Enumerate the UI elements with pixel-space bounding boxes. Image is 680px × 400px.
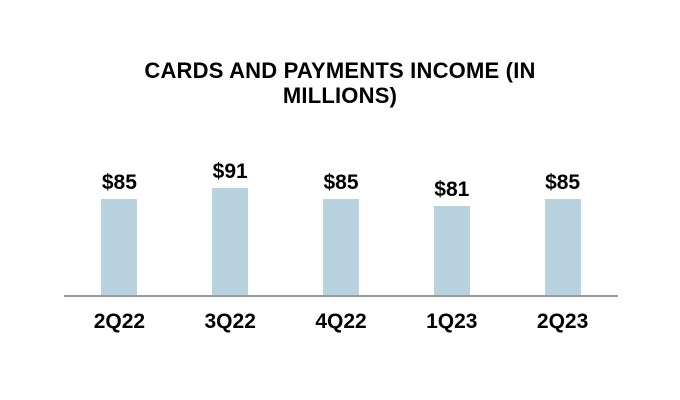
chart-title: CARDS AND PAYMENTS INCOME (IN MILLIONS): [144, 58, 536, 109]
category-label: 2Q22: [93, 310, 146, 333]
bar-value-label: $85: [101, 171, 137, 194]
bar-value-label: $85: [545, 171, 581, 194]
bar-value-label: $91: [212, 160, 248, 183]
bar-value-label: $85: [323, 171, 359, 194]
category-label: 3Q22: [204, 310, 256, 333]
bar-1Q23: [433, 206, 470, 295]
plot-area: [64, 0, 618, 297]
bar-3Q22: [212, 188, 249, 295]
bar-2Q22: [101, 199, 138, 295]
bar-2Q23: [544, 199, 581, 295]
category-label: 1Q23: [426, 310, 478, 333]
category-label: 4Q22: [315, 310, 367, 333]
bar-value-label: $81: [434, 178, 470, 201]
category-label: 2Q23: [536, 310, 589, 333]
bar-4Q22: [323, 199, 359, 295]
